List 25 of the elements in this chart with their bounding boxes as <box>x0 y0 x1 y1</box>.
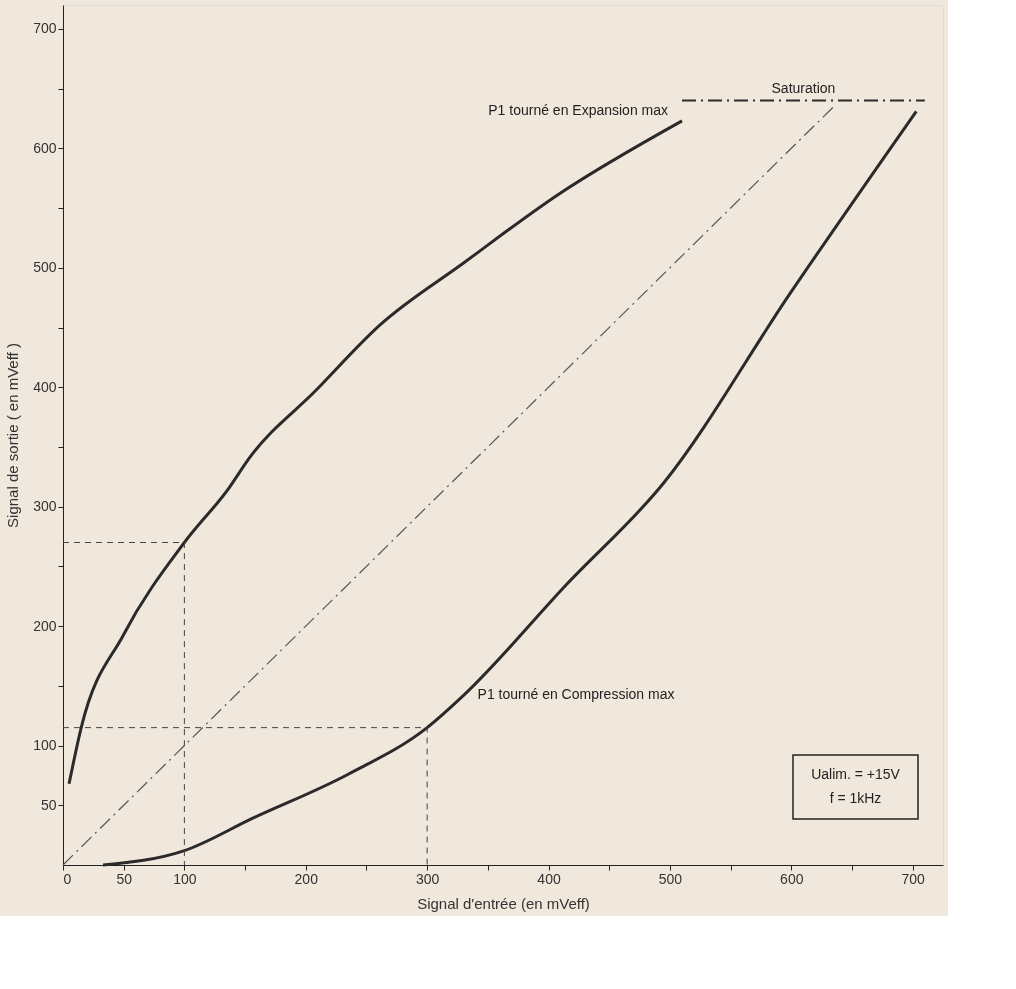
y-tick-label: 400 <box>33 378 57 395</box>
x-tick-label: 400 <box>537 870 561 887</box>
line-series <box>67 119 684 786</box>
x-tick-label: 700 <box>901 870 926 887</box>
series-label: P1 tourné en Expansion max <box>488 101 669 118</box>
y-axis-title: Signal de sortie ( en mVeff ) <box>4 343 22 528</box>
y-tick-label: 600 <box>33 139 57 156</box>
x-tick-label: 200 <box>294 870 319 887</box>
x-tick-label: 600 <box>780 870 804 887</box>
x-tick-label: 100 <box>173 870 197 887</box>
x-tick-label: 500 <box>658 870 683 887</box>
annotation: Ualim. = +15V <box>811 766 901 782</box>
y-tick-label: 50 <box>40 796 57 813</box>
x-tick-label: 0 <box>63 870 72 887</box>
x-tick-label: 50 <box>116 870 133 887</box>
y-tick-label: 200 <box>33 617 57 634</box>
series-label: P1 tourné en Compression max <box>477 686 675 703</box>
x-axis-title: Signal d'entrée (en mVeff) <box>417 894 590 912</box>
y-tick-label: 700 <box>33 20 57 37</box>
x-tick-label: 300 <box>415 870 440 887</box>
annotation: f = 1kHz <box>829 790 882 806</box>
series-label: Saturation <box>771 79 836 96</box>
y-tick-label: 300 <box>33 498 57 515</box>
y-tick-label: 500 <box>33 259 57 276</box>
y-tick-label: 100 <box>33 737 57 754</box>
